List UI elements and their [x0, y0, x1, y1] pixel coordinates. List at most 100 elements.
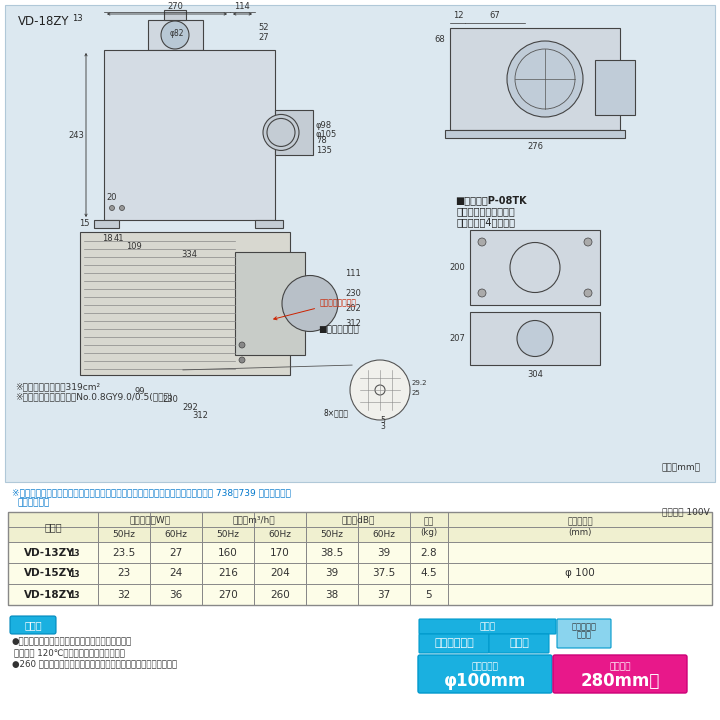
- Text: 13: 13: [72, 14, 83, 23]
- Text: 接続パイプ: 接続パイプ: [472, 662, 498, 672]
- Text: 230: 230: [345, 289, 361, 298]
- Text: 13: 13: [68, 549, 79, 558]
- Bar: [164, 10, 186, 20]
- Text: VD-15ZY: VD-15ZY: [24, 569, 74, 578]
- Text: φ82: φ82: [170, 30, 184, 38]
- Text: （単位mm）: （単位mm）: [661, 463, 700, 472]
- Text: 334: 334: [181, 250, 197, 259]
- Bar: [445, 130, 625, 138]
- Text: 5: 5: [426, 590, 432, 600]
- Text: 照ください。: 照ください。: [18, 498, 50, 507]
- Text: 電源コード穴位置: 電源コード穴位置: [274, 298, 357, 320]
- Bar: [235, 252, 305, 355]
- Text: 32: 32: [117, 590, 130, 600]
- Circle shape: [109, 205, 114, 210]
- Bar: [470, 312, 600, 365]
- Text: 60Hz: 60Hz: [269, 530, 292, 539]
- Text: 23: 23: [117, 569, 130, 578]
- Text: 170: 170: [270, 547, 290, 557]
- Bar: [80, 232, 290, 375]
- Text: 13: 13: [68, 570, 79, 579]
- Text: 埋込寸法: 埋込寸法: [609, 662, 631, 672]
- Text: 39: 39: [325, 569, 338, 578]
- Text: ※グリル開口面積は319cm²: ※グリル開口面積は319cm²: [15, 382, 100, 391]
- Text: 風量（m³/h）: 風量（m³/h）: [233, 515, 275, 524]
- Circle shape: [239, 342, 245, 348]
- Text: VD-18ZY: VD-18ZY: [18, 15, 70, 28]
- Text: 36: 36: [169, 590, 183, 600]
- Bar: [104, 50, 275, 220]
- Text: 270: 270: [218, 590, 238, 600]
- Text: 形　名: 形 名: [44, 522, 62, 532]
- Text: ■天吊金具P-08TK: ■天吊金具P-08TK: [455, 195, 526, 205]
- FancyBboxPatch shape: [419, 634, 489, 653]
- Text: 4.5: 4.5: [420, 569, 437, 578]
- Text: 騒音（dB）: 騒音（dB）: [341, 515, 374, 524]
- FancyBboxPatch shape: [419, 619, 556, 634]
- Bar: [94, 220, 119, 228]
- Text: 200: 200: [449, 263, 465, 272]
- Text: 270: 270: [167, 2, 183, 11]
- Text: 109: 109: [126, 242, 142, 251]
- Text: 12: 12: [453, 11, 463, 20]
- Bar: [595, 60, 635, 115]
- Text: 2.8: 2.8: [420, 547, 437, 557]
- Text: 37.5: 37.5: [372, 569, 395, 578]
- Bar: [470, 230, 600, 305]
- Circle shape: [161, 21, 189, 49]
- Text: 13: 13: [68, 591, 79, 600]
- Text: 78: 78: [316, 136, 327, 145]
- Text: 114: 114: [234, 2, 250, 11]
- Circle shape: [584, 289, 592, 297]
- Circle shape: [478, 289, 486, 297]
- Text: 99: 99: [135, 387, 145, 396]
- FancyBboxPatch shape: [418, 655, 552, 693]
- Text: 135: 135: [316, 146, 332, 155]
- Circle shape: [478, 238, 486, 246]
- Text: 243: 243: [68, 130, 84, 140]
- Text: 204: 204: [270, 569, 290, 578]
- Text: 52: 52: [258, 23, 269, 32]
- Text: 41: 41: [114, 234, 125, 243]
- Text: 接続パイプ
(mm): 接続パイプ (mm): [567, 517, 593, 536]
- Circle shape: [120, 205, 125, 210]
- Text: 312: 312: [192, 411, 208, 420]
- Text: 304: 304: [527, 370, 543, 379]
- Text: 50Hz: 50Hz: [217, 530, 240, 539]
- Bar: [450, 28, 620, 130]
- Text: 39: 39: [377, 547, 391, 557]
- Circle shape: [517, 320, 553, 356]
- Circle shape: [282, 276, 338, 331]
- Text: 18: 18: [102, 234, 112, 243]
- FancyBboxPatch shape: [489, 634, 549, 653]
- Text: 312: 312: [345, 319, 361, 328]
- Text: φ105: φ105: [316, 130, 337, 139]
- Text: φ100mm: φ100mm: [444, 672, 526, 690]
- Circle shape: [350, 360, 410, 420]
- Text: ご注意: ご注意: [24, 620, 42, 630]
- Text: 8×据付穴: 8×据付穴: [323, 408, 348, 417]
- Text: 27: 27: [169, 547, 183, 557]
- Text: 292: 292: [182, 403, 198, 412]
- Text: 260: 260: [270, 590, 290, 600]
- Text: 29.2: 29.2: [412, 380, 428, 386]
- Text: ヒューズ 120℃溶断品をご使用ください。: ヒューズ 120℃溶断品をご使用ください。: [14, 648, 125, 657]
- Circle shape: [239, 357, 245, 363]
- Text: 25: 25: [412, 390, 420, 396]
- Text: 湯沸室: 湯沸室: [509, 639, 529, 649]
- Text: 37: 37: [377, 590, 391, 600]
- Text: 160: 160: [218, 547, 238, 557]
- Text: 24: 24: [169, 569, 183, 578]
- Text: 67: 67: [490, 11, 500, 20]
- Bar: [275, 109, 313, 156]
- Bar: [5, 5, 715, 482]
- Text: 据付位置（4点吊り）: 据付位置（4点吊り）: [457, 217, 516, 227]
- Text: 50Hz: 50Hz: [112, 530, 135, 539]
- Text: φ 100: φ 100: [565, 569, 595, 578]
- Text: 3: 3: [381, 422, 385, 431]
- Text: 電源電圧 100V: 電源電圧 100V: [662, 507, 710, 516]
- Text: ■据付穴詳細図: ■据付穴詳細図: [318, 325, 359, 334]
- Text: 38: 38: [325, 590, 338, 600]
- FancyBboxPatch shape: [553, 655, 687, 693]
- Text: 60Hz: 60Hz: [164, 530, 187, 539]
